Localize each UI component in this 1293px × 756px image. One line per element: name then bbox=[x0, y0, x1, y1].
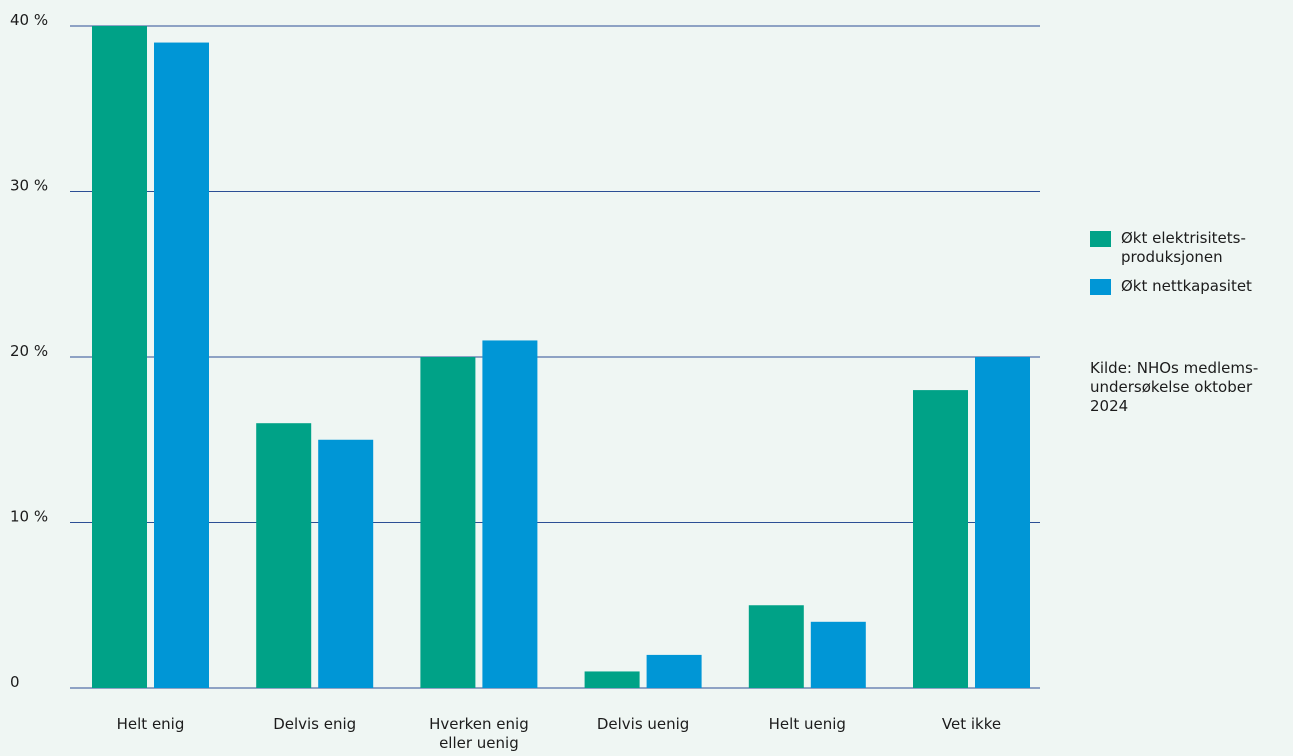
bar-2-1 bbox=[154, 42, 209, 689]
bar-1-4 bbox=[584, 671, 640, 688]
bar-1-1 bbox=[92, 26, 147, 688]
y-tick-label-3: 30 % bbox=[10, 177, 48, 195]
legend-item-1: Økt elektrisitets- produksjonen bbox=[1090, 229, 1290, 267]
grid-lines bbox=[70, 25, 1040, 689]
y-tick-label-4: 40 % bbox=[10, 11, 48, 29]
legend-swatch-1 bbox=[1090, 231, 1111, 247]
legend-swatch-2 bbox=[1090, 279, 1111, 295]
y-axis-ticks: 0 10 % 20 % 30 % 40 % bbox=[10, 11, 48, 691]
bar-1-2 bbox=[256, 423, 312, 688]
source-note: Kilde: NHOs medlems- undersøkelse oktobe… bbox=[1090, 359, 1259, 415]
bar-2-3 bbox=[482, 340, 538, 688]
bar-1-3 bbox=[420, 357, 476, 688]
x-tick-label-4: Delvis uenig bbox=[597, 715, 690, 733]
x-tick-label-6: Vet ikke bbox=[942, 715, 1001, 733]
bar-2-5 bbox=[810, 621, 866, 688]
x-tick-label-2: Delvis enig bbox=[273, 715, 356, 733]
bar-1-5 bbox=[748, 605, 804, 688]
bar-2-2 bbox=[318, 439, 374, 688]
legend: Økt elektrisitets- produksjonen Økt nett… bbox=[1090, 229, 1290, 306]
bar-2-4 bbox=[646, 654, 702, 688]
x-tick-label-1: Helt enig bbox=[117, 715, 185, 733]
bars bbox=[92, 26, 1030, 689]
legend-label-2: Økt nettkapasitet bbox=[1121, 277, 1252, 295]
y-tick-label-1: 10 % bbox=[10, 508, 48, 526]
legend-item-2: Økt nettkapasitet bbox=[1090, 277, 1290, 296]
bar-2-6 bbox=[975, 357, 1030, 688]
legend-label-1: Økt elektrisitets- produksjonen bbox=[1121, 229, 1246, 266]
y-tick-label-2: 20 % bbox=[10, 342, 48, 360]
x-tick-label-3: Hverken enig eller uenig bbox=[429, 715, 529, 752]
x-axis-labels: Helt enig Delvis enig Hverken enig eller ue… bbox=[117, 715, 1001, 752]
bar-1-6 bbox=[913, 390, 968, 688]
x-tick-label-5: Helt uenig bbox=[769, 715, 846, 733]
y-tick-label-0: 0 bbox=[10, 673, 20, 691]
